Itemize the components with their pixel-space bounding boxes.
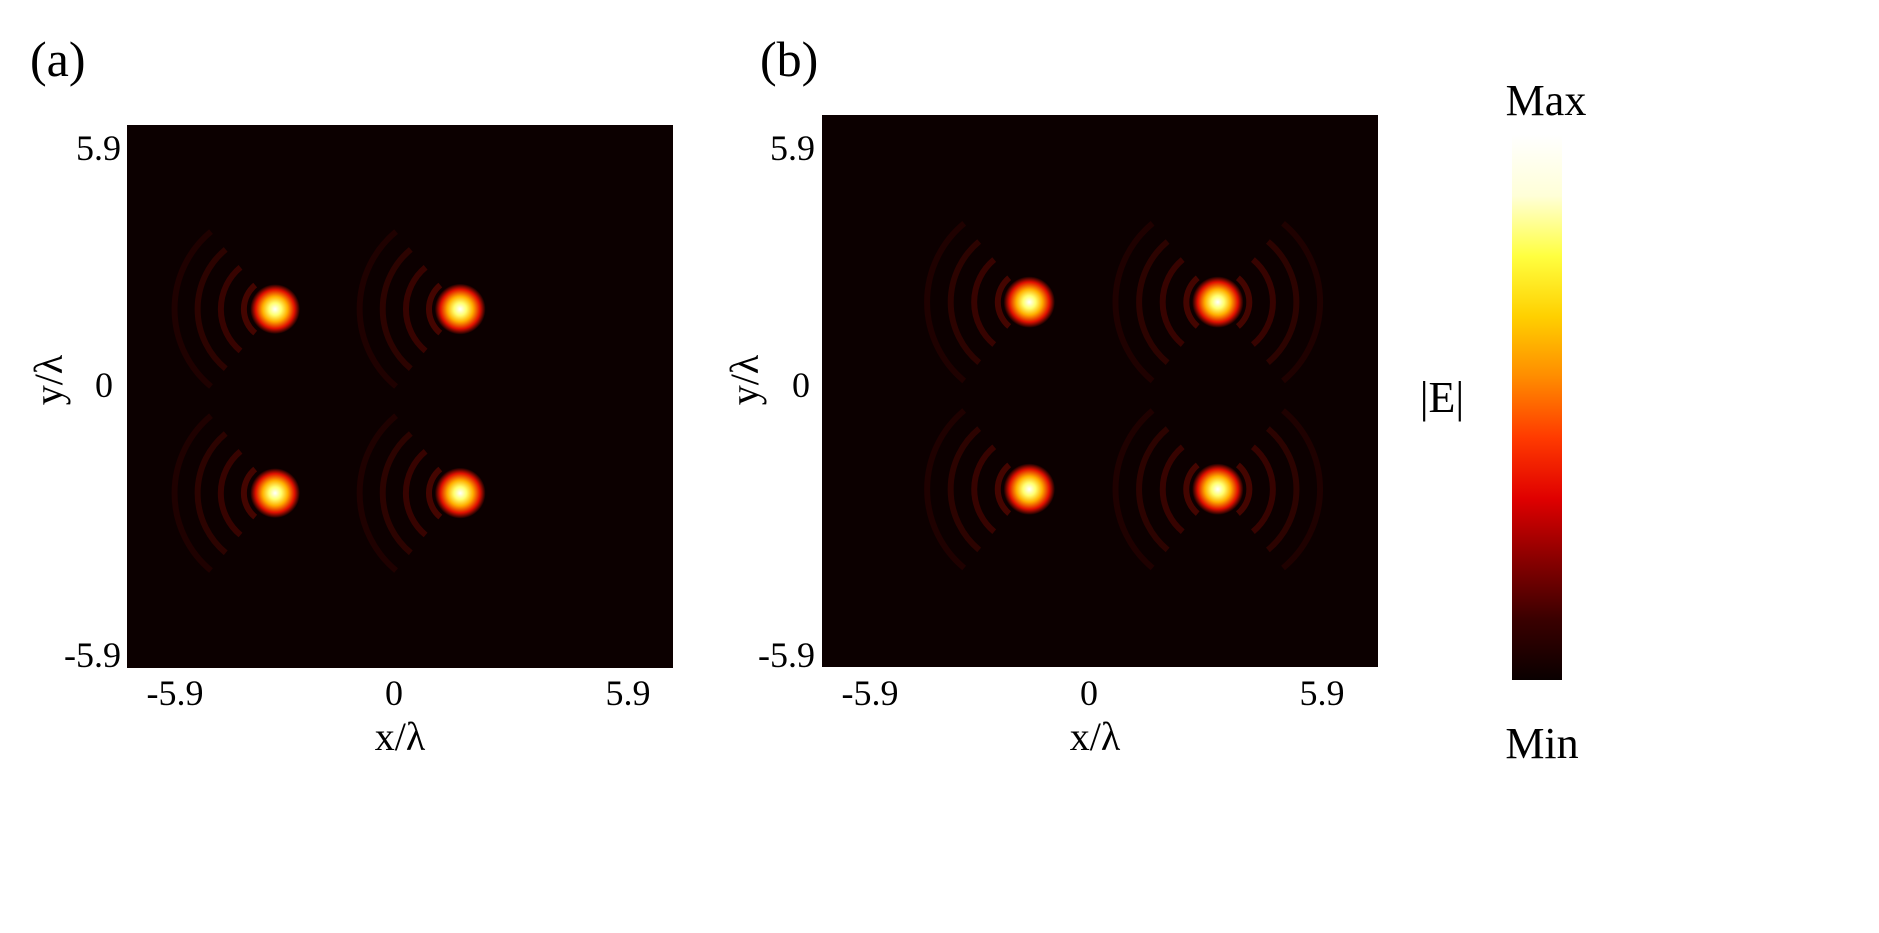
ring-arc-1-2-4-l	[924, 408, 967, 571]
ring-arc-1-1-1-r	[1235, 275, 1253, 329]
panel-b: (b) 5.9 0 -5.9 y/λ -5.9 0 5.9 x/λ	[722, 31, 1378, 759]
colorbar-min-label: Min	[1505, 719, 1578, 768]
focus-spot-0-1	[434, 283, 486, 335]
colorbar-max-label: Max	[1506, 76, 1587, 125]
ylabel-a: y/λ	[26, 354, 71, 405]
focus-spot-0-2	[250, 468, 300, 518]
heatmap-a-marks	[171, 229, 486, 573]
xtick-b-left: -5.9	[842, 673, 899, 713]
ring-arc-1-1-2-l	[1159, 257, 1185, 347]
ring-arc-1-1-3-r	[1265, 239, 1300, 366]
ring-arc-1-0-3-l	[947, 239, 982, 366]
ring-arc-1-1-4-l	[1112, 220, 1155, 384]
heatmap-a-background	[127, 125, 673, 668]
ytick-a-mid: 0	[95, 365, 113, 405]
ring-arc-1-3-2-r	[1250, 444, 1276, 535]
heatmap-b-marks	[924, 220, 1324, 571]
ring-arc-1-3-3-r	[1265, 426, 1300, 553]
xtick-a-left: -5.9	[147, 673, 204, 713]
ring-arc-0-3-3-l	[379, 431, 413, 556]
focus-spot-0-3	[434, 467, 486, 519]
ytick-b-top: 5.9	[770, 128, 815, 168]
xtick-a-right: 5.9	[606, 673, 651, 713]
ring-arc-1-3-2-l	[1159, 444, 1185, 535]
ring-arc-0-1-4-l	[356, 229, 399, 389]
ring-arc-0-1-1-l	[425, 282, 443, 336]
colorbar-gradient	[1512, 135, 1562, 680]
panel-label-a: (a)	[30, 31, 86, 87]
xlabel-a: x/λ	[375, 714, 426, 759]
ring-arc-1-2-3-l	[947, 426, 982, 553]
ring-arc-1-3-4-l	[1112, 408, 1155, 571]
ring-arc-1-0-4-l	[924, 220, 967, 384]
colorbar: Max |E| Min	[1420, 76, 1587, 768]
ring-arc-1-1-4-r	[1281, 220, 1324, 384]
ring-arc-1-0-1-l	[994, 275, 1012, 329]
ring-arc-0-1-2-l	[402, 264, 428, 354]
ylabel-b: y/λ	[722, 354, 767, 405]
focus-spot-1-2	[1003, 463, 1055, 515]
xtick-a-mid: 0	[385, 673, 403, 713]
ring-arc-0-2-2-l	[217, 448, 243, 538]
panel-a: (a) 5.9 0 -5.9 y/λ -5.9 0 5.9 x/λ	[26, 31, 673, 759]
xtick-b-right: 5.9	[1300, 673, 1345, 713]
colorbar-label: |E|	[1420, 373, 1465, 422]
ring-arc-1-2-2-l	[971, 444, 997, 535]
ytick-a-top: 5.9	[76, 128, 121, 168]
ring-arc-1-1-3-l	[1136, 239, 1170, 366]
ring-arc-0-3-2-l	[402, 448, 428, 538]
ring-arc-1-1-2-r	[1250, 257, 1276, 347]
ytick-b-mid: 0	[792, 365, 810, 405]
panel-label-b: (b)	[760, 31, 818, 87]
ring-arc-0-2-3-l	[194, 431, 228, 556]
ring-arc-1-1-1-l	[1183, 275, 1200, 329]
ring-arc-1-3-3-l	[1136, 426, 1170, 553]
ring-arc-1-3-4-r	[1281, 408, 1324, 571]
ring-arc-1-0-2-l	[971, 257, 997, 347]
focus-spot-1-3	[1192, 463, 1244, 515]
ring-arc-0-0-4-l	[171, 229, 213, 389]
ring-arc-0-0-3-l	[194, 247, 228, 372]
focus-spot-1-0	[1003, 276, 1055, 328]
ytick-a-bottom: -5.9	[64, 635, 121, 675]
heatmap-b-background	[822, 115, 1378, 667]
ring-arc-0-2-1-l	[240, 466, 258, 520]
ring-arc-0-3-1-l	[425, 466, 443, 520]
xtick-b-mid: 0	[1080, 673, 1098, 713]
ring-arc-1-3-1-r	[1235, 462, 1253, 516]
focus-spot-0-0	[250, 284, 300, 334]
ring-arc-0-0-1-l	[240, 282, 258, 336]
ring-arc-0-1-3-l	[379, 247, 413, 372]
ytick-b-bottom: -5.9	[758, 635, 815, 675]
ring-arc-1-2-1-l	[994, 462, 1012, 516]
ring-arc-0-2-4-l	[171, 413, 213, 573]
xlabel-b: x/λ	[1070, 714, 1121, 759]
ring-arc-0-0-2-l	[217, 264, 243, 354]
ring-arc-1-3-1-l	[1183, 462, 1200, 516]
focus-spot-1-1	[1192, 276, 1244, 328]
ring-arc-0-3-4-l	[356, 413, 399, 573]
